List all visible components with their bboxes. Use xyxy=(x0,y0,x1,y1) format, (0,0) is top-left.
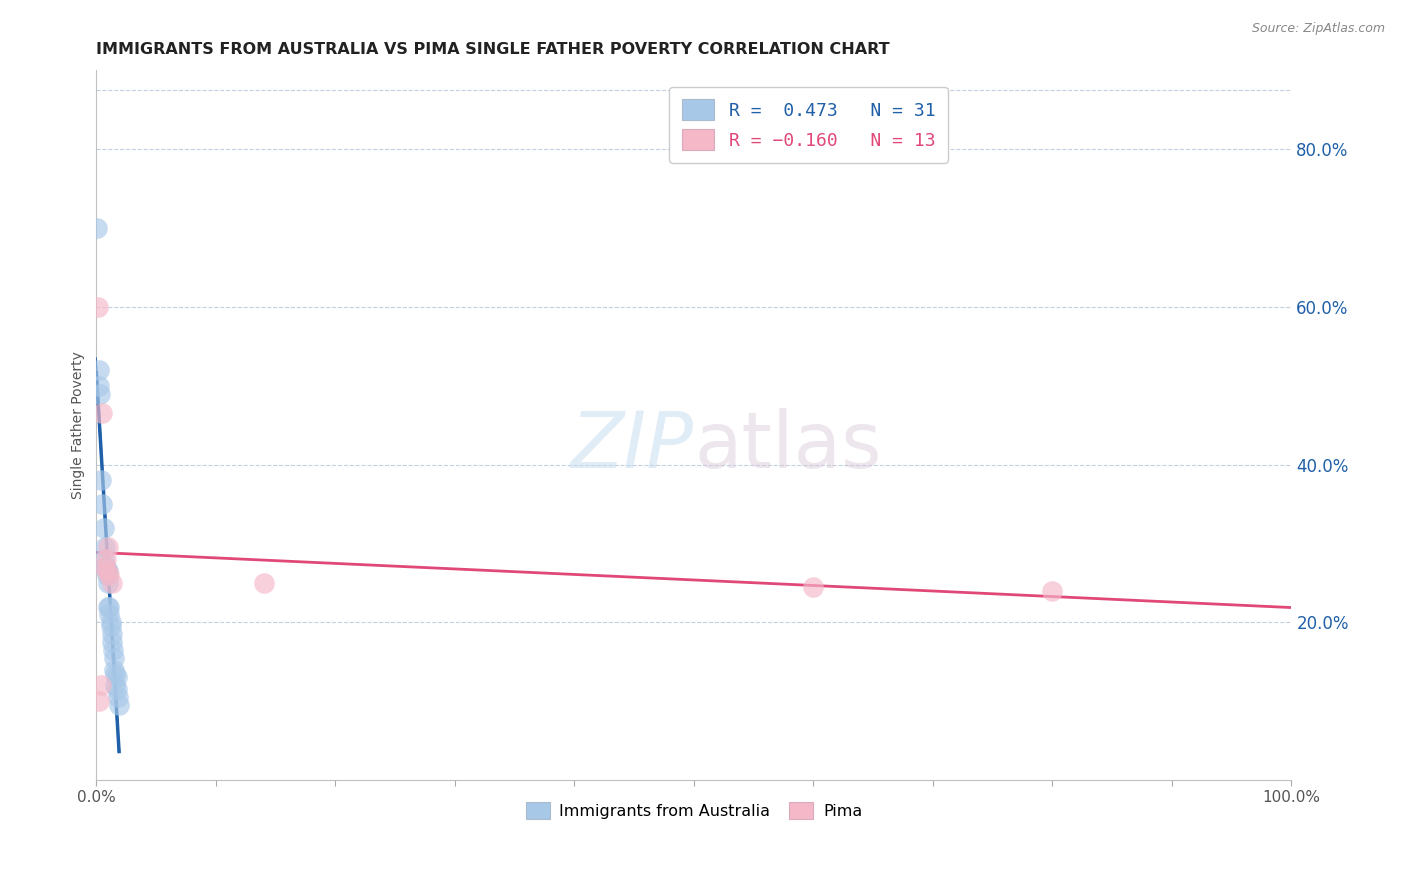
Point xyxy=(87,363,110,377)
Point xyxy=(93,560,115,574)
Point xyxy=(96,564,118,578)
Legend: Immigrants from Australia, Pima: Immigrants from Australia, Pima xyxy=(519,796,869,825)
Point xyxy=(90,474,112,488)
Point xyxy=(105,682,128,697)
Point xyxy=(101,635,124,649)
Point xyxy=(104,678,127,692)
Point xyxy=(91,406,114,420)
Point xyxy=(107,690,129,705)
Point xyxy=(87,300,110,314)
Point xyxy=(89,378,111,392)
Point xyxy=(101,627,124,641)
Point xyxy=(97,575,120,590)
Point xyxy=(87,694,110,708)
Text: atlas: atlas xyxy=(695,409,882,484)
Point xyxy=(103,663,125,677)
Point xyxy=(105,670,128,684)
Text: IMMIGRANTS FROM AUSTRALIA VS PIMA SINGLE FATHER POVERTY CORRELATION CHART: IMMIGRANTS FROM AUSTRALIA VS PIMA SINGLE… xyxy=(97,42,890,57)
Point xyxy=(94,552,117,566)
Point xyxy=(108,698,131,712)
Point xyxy=(100,619,122,633)
Point xyxy=(98,599,121,614)
Point xyxy=(89,386,111,401)
Point xyxy=(100,615,122,630)
Point xyxy=(97,541,120,555)
Point xyxy=(93,521,115,535)
Point xyxy=(86,221,108,235)
Point xyxy=(101,643,124,657)
Point xyxy=(803,580,825,594)
Text: ZIP: ZIP xyxy=(571,409,695,484)
Point xyxy=(253,575,276,590)
Point xyxy=(90,678,112,692)
Point xyxy=(104,666,127,681)
Point xyxy=(98,568,121,582)
Point xyxy=(97,599,120,614)
Text: Source: ZipAtlas.com: Source: ZipAtlas.com xyxy=(1251,22,1385,36)
Point xyxy=(103,650,125,665)
Point xyxy=(98,607,121,622)
Point xyxy=(93,560,115,574)
Point xyxy=(96,568,118,582)
Point xyxy=(91,497,114,511)
Point xyxy=(94,560,117,574)
Point xyxy=(101,575,124,590)
Point xyxy=(1042,583,1064,598)
Point xyxy=(96,564,118,578)
Point xyxy=(93,552,115,566)
Point xyxy=(97,564,120,578)
Y-axis label: Single Father Poverty: Single Father Poverty xyxy=(72,351,86,500)
Point xyxy=(93,541,115,555)
